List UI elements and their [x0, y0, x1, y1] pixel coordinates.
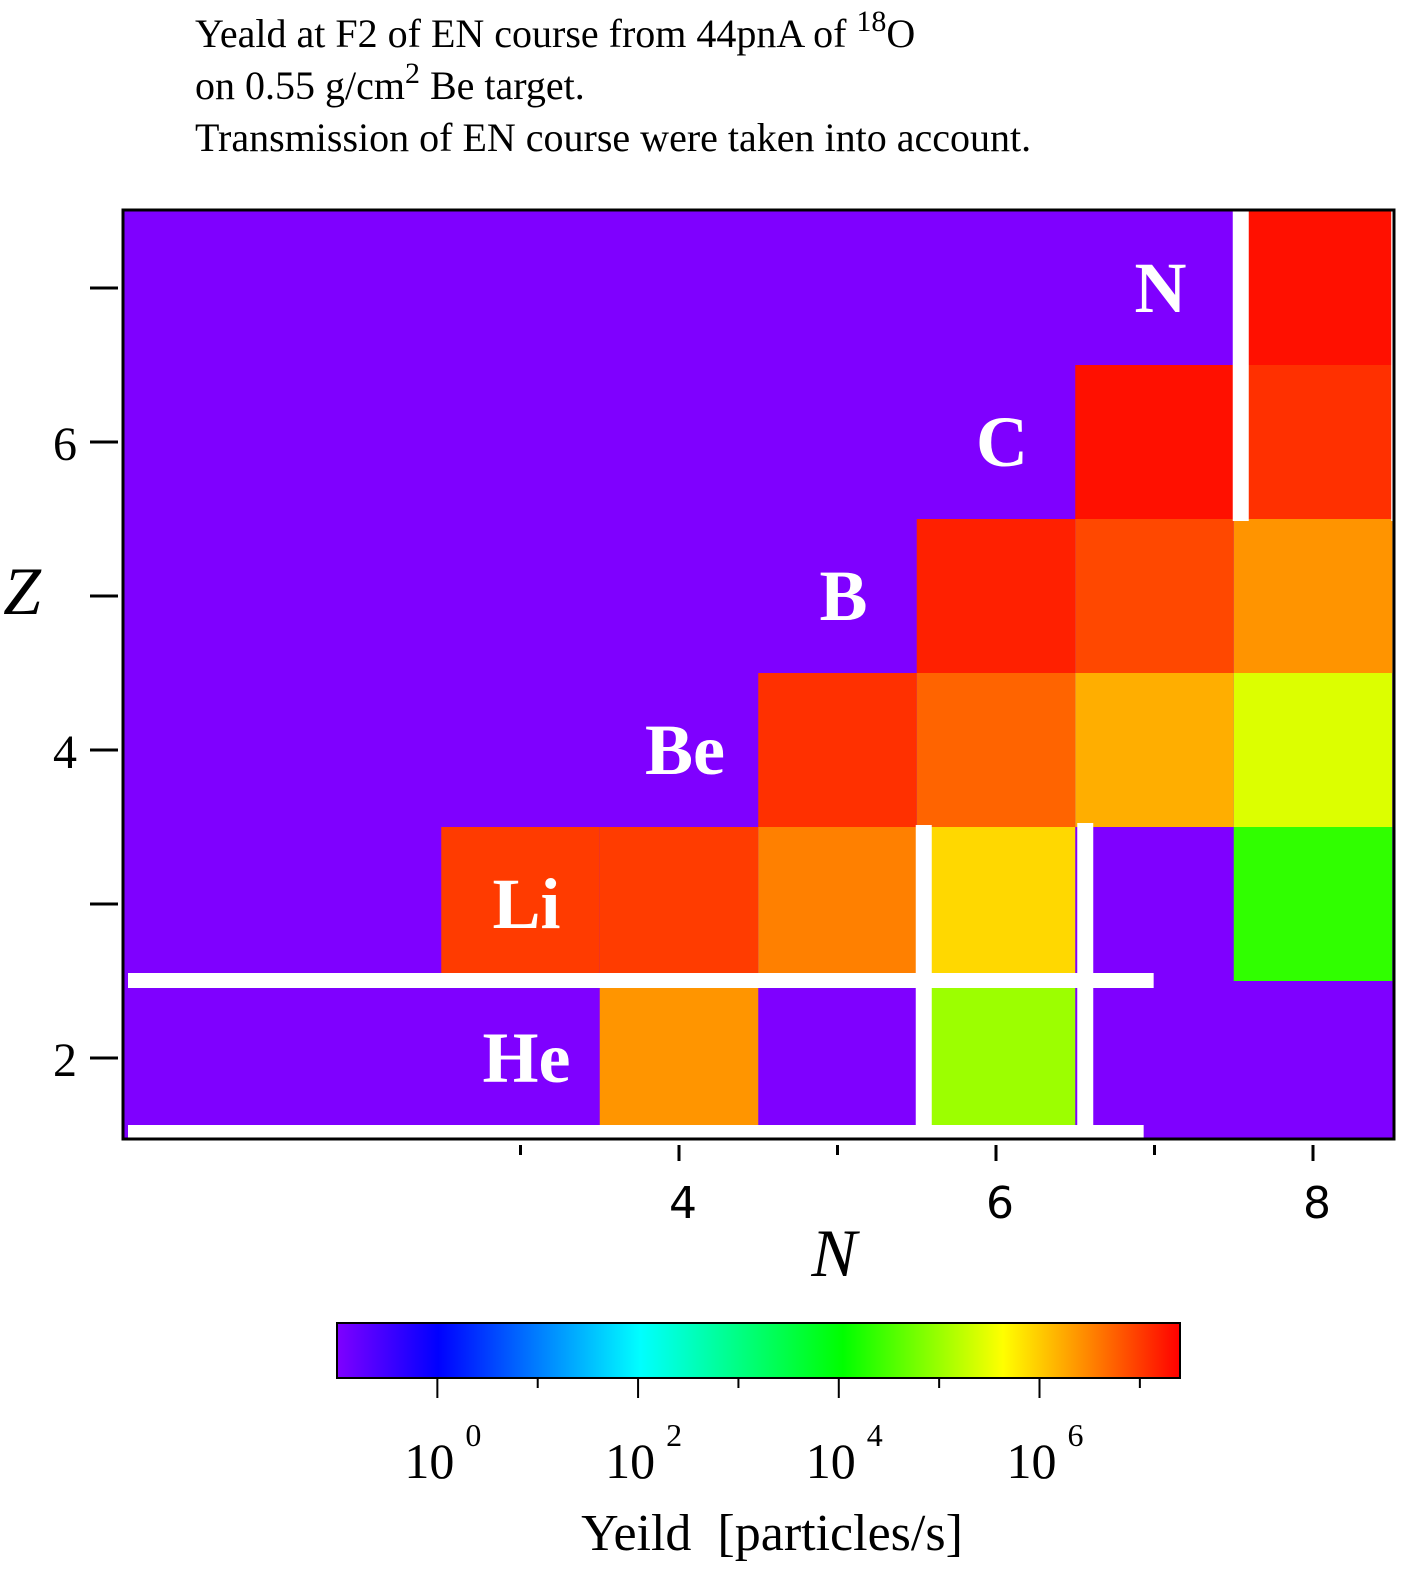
title-line-1-text: Yeald at F2 of EN course from 44pnA of — [195, 11, 857, 56]
bottom-white-strip — [128, 1125, 1144, 1139]
heatmap-cell-n4-z3 — [599, 827, 759, 981]
element-label-li: Li — [492, 864, 560, 944]
y-tick-label-4: 4 — [53, 726, 77, 779]
element-label-c: C — [976, 402, 1028, 482]
colorbar-tick-exponent-4: 4 — [867, 1417, 883, 1453]
heatmap-cell-n8-z3 — [1233, 827, 1393, 981]
colorbar: 10 0 10 2 10 4 10 6 Yeild [particles/s] — [336, 1322, 1181, 1562]
chart-title: Yeald at F2 of EN course from 44pnA of 1… — [195, 5, 1032, 164]
heatmap-cell-n8-z7 — [1233, 211, 1393, 365]
colorbar-tick-label-2: 10 — [605, 1433, 655, 1489]
element-label-be: Be — [645, 710, 725, 790]
heatmap-cell-n6-z3 — [916, 827, 1076, 981]
y-tick-label-2: 2 — [53, 1034, 77, 1087]
heatmap-cell-n7-z5 — [1075, 519, 1234, 673]
colorbar-title: Yeild [particles/s] — [581, 1505, 963, 1562]
heatmap-cell-n6-z4 — [916, 673, 1076, 827]
colorbar-tick-exponent-6: 6 — [1068, 1417, 1084, 1453]
element-label-he: He — [483, 1018, 571, 1098]
plot-frame — [121, 208, 1396, 1141]
heatmap-cell-n5-z4 — [758, 673, 917, 827]
colorbar-tick-label-6: 10 — [1007, 1433, 1057, 1489]
heatmap-cell-n5-z3 — [758, 827, 917, 981]
heatmap-cell-n8-z5 — [1233, 519, 1393, 673]
heatmap-cell-n6-z2 — [916, 981, 1076, 1135]
plot-area: He Li Be B C N — [123, 210, 1408, 1139]
x-tick-label-4: 4 — [669, 1178, 697, 1229]
title-line-1-suffix: O — [886, 11, 916, 56]
title-line-2-suffix: Be target. — [419, 63, 585, 108]
title-line-3: Transmission of EN course were taken int… — [195, 115, 1032, 160]
heatmap-cell-n3-z3 — [441, 827, 600, 981]
title-line-1: Yeald at F2 of EN course from 44pnA of 1… — [195, 5, 1031, 60]
colorbar-tick-label-0: 10 — [404, 1433, 454, 1489]
axes: 24646810NZ — [3, 208, 1396, 1291]
title-line-2-text: on 0.55 g/cm — [195, 63, 405, 108]
x-tick-label-8: 8 — [1303, 1178, 1331, 1229]
colorbar-tick-exponent-0: 0 — [465, 1417, 481, 1453]
title-line-2-superscript: 2 — [404, 57, 420, 90]
boundary-line-z2-5 — [128, 973, 1154, 988]
y-tick-label-6: 6 — [53, 418, 77, 471]
heatmap-cell-n6-z5 — [916, 519, 1076, 673]
element-label-n: N — [1135, 248, 1187, 328]
heatmap-cell-n7-z6 — [1075, 365, 1234, 519]
x-axis-title: N — [810, 1215, 860, 1291]
boundary-line-n7-5 — [1232, 210, 1249, 521]
colorbar-tick-label-4: 10 — [806, 1433, 856, 1489]
heatmap-cell-n7-z4 — [1075, 673, 1234, 827]
x-tick-label-6: 6 — [986, 1178, 1014, 1229]
heatmap-cell-n8-z4 — [1233, 673, 1393, 827]
y-axis-title: Z — [3, 553, 42, 629]
element-label-b: B — [819, 556, 867, 636]
heatmap-cell-n8-z6 — [1233, 365, 1393, 519]
heatmap-cell-n4-z2 — [599, 981, 759, 1135]
colorbar-gradient — [336, 1322, 1181, 1379]
colorbar-tick-exponent-2: 2 — [666, 1417, 682, 1453]
title-line-2: on 0.55 g/cm2 Be target. — [195, 57, 1031, 112]
title-line-1-superscript: 18 — [856, 5, 887, 38]
